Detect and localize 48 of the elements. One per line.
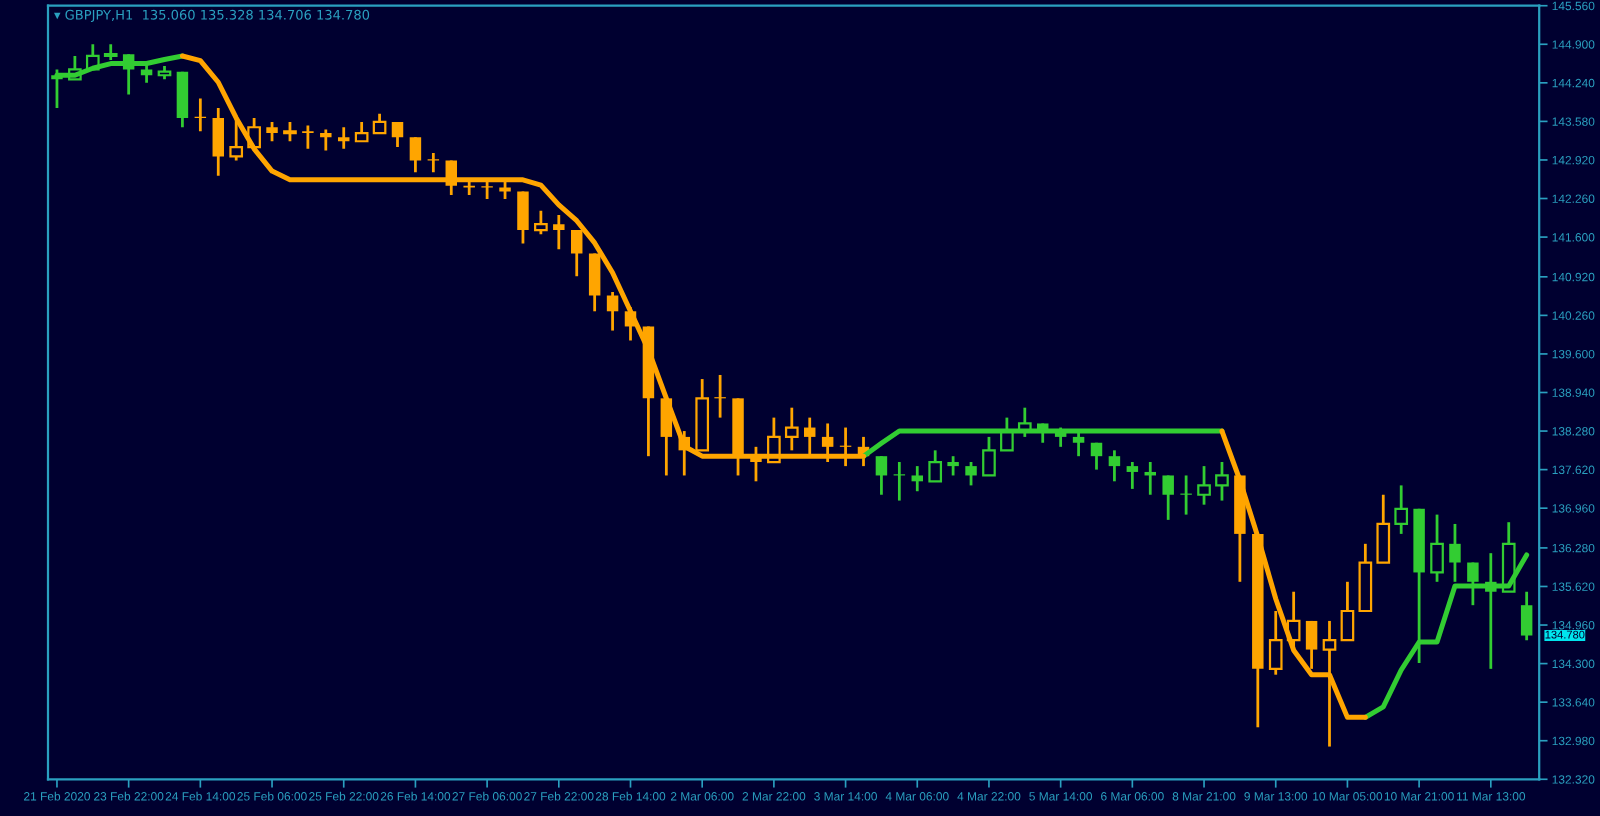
candlestick <box>553 213 565 251</box>
candlestick <box>481 178 493 201</box>
candlestick <box>354 120 369 143</box>
candlestick <box>1340 580 1355 642</box>
candlestick <box>714 373 726 420</box>
candlestick <box>947 454 959 477</box>
candlestick <box>606 290 619 332</box>
candlestick <box>1268 609 1283 677</box>
candlestick <box>1376 493 1391 564</box>
candlestick <box>1449 522 1461 584</box>
candlestick <box>229 116 244 162</box>
candlestick <box>1180 474 1192 516</box>
candlestick <box>372 112 387 135</box>
candlestick <box>821 422 834 464</box>
candlestick <box>212 106 224 178</box>
candlestick <box>1072 429 1085 458</box>
candlestick <box>1215 460 1229 502</box>
candlestick <box>1467 561 1479 607</box>
candlestick <box>302 124 314 151</box>
candlestick <box>982 435 996 477</box>
candlestick <box>1126 460 1139 491</box>
candlestick <box>911 464 923 493</box>
candlestick <box>804 416 816 458</box>
candlestick <box>1162 474 1174 522</box>
candlestick <box>1108 448 1121 483</box>
candlestick <box>266 120 278 143</box>
candlestick <box>965 460 977 487</box>
candlestick <box>1305 619 1318 671</box>
candlestick <box>517 190 529 245</box>
candlestick <box>391 120 404 149</box>
candlestick <box>571 228 583 278</box>
candlestick <box>176 70 189 129</box>
candlestick <box>588 252 601 313</box>
candlestick <box>1520 590 1533 642</box>
candlestick <box>1090 441 1103 472</box>
candlestick <box>1197 464 1211 507</box>
candlestick <box>338 125 350 151</box>
candlestick <box>534 209 548 236</box>
candlestick <box>427 151 440 174</box>
candlestick <box>875 454 888 497</box>
candlestick <box>409 135 422 174</box>
candlestick <box>928 448 943 483</box>
candlestick <box>1430 513 1444 584</box>
candlestick <box>320 128 332 152</box>
candlestick <box>1394 484 1409 536</box>
candlestick <box>283 120 297 143</box>
candlestick <box>140 62 153 85</box>
candlestick <box>784 406 799 452</box>
